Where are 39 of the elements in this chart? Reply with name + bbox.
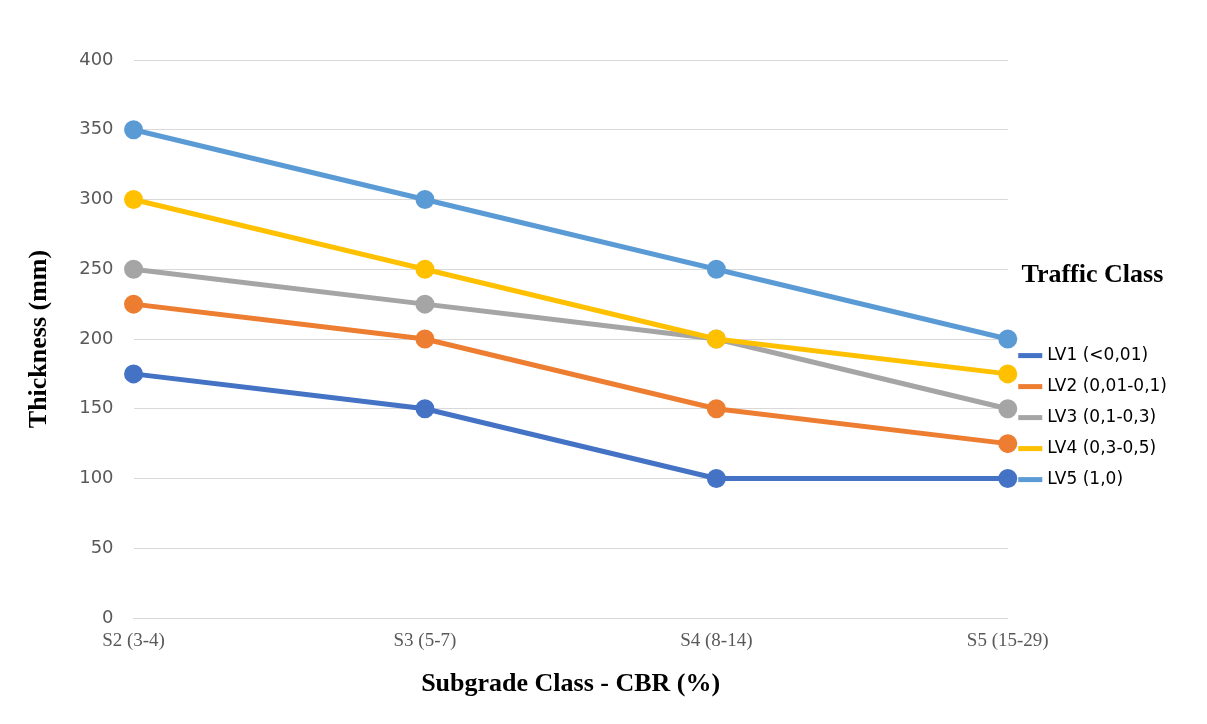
y-tick-label: 400	[79, 47, 114, 69]
y-tick-label: 350	[79, 117, 114, 139]
y-tick-label: 150	[79, 396, 114, 418]
point	[124, 259, 144, 279]
point	[998, 469, 1018, 488]
x-tick-label: S5 (15-29)	[966, 629, 1049, 652]
y-tick-label: 250	[79, 256, 114, 278]
x-axis-title: Subgrade Class - CBR (%)	[421, 668, 721, 698]
y-tick-label: 100	[79, 466, 114, 488]
legend-label: LV4 (0,3-0,5)	[1047, 437, 1157, 458]
point	[706, 469, 726, 488]
legend-label: LV3 (0,1-0,3)	[1047, 406, 1157, 427]
x-tick-label: S3 (5-7)	[393, 629, 457, 652]
y-axis-title: Thickness (mm)	[23, 249, 53, 429]
point	[415, 399, 435, 419]
point	[415, 190, 435, 209]
x-tick-label: S4 (8-14)	[680, 629, 753, 652]
y-tick-label: 300	[79, 187, 114, 209]
point	[998, 434, 1018, 454]
point	[998, 329, 1018, 349]
point	[415, 294, 435, 314]
legend-label: LV2 (0,01-0,1)	[1047, 375, 1168, 396]
point	[706, 259, 726, 279]
x-tick-label: S2 (3-4)	[102, 629, 165, 652]
point	[124, 120, 144, 140]
point	[706, 399, 726, 419]
point	[998, 364, 1018, 384]
point	[124, 190, 144, 209]
y-tick-label: 0	[102, 605, 114, 627]
legend-label: LV1 (<0,01)	[1047, 344, 1149, 365]
point	[124, 364, 144, 384]
y-tick-label: 200	[79, 326, 114, 348]
legend-label: LV5 (1,0)	[1047, 468, 1124, 489]
point	[998, 399, 1018, 419]
legend-title: Traffic Class	[1021, 258, 1164, 288]
point	[124, 294, 144, 314]
point	[415, 329, 435, 349]
y-tick-label: 50	[90, 535, 114, 557]
point	[415, 259, 435, 279]
